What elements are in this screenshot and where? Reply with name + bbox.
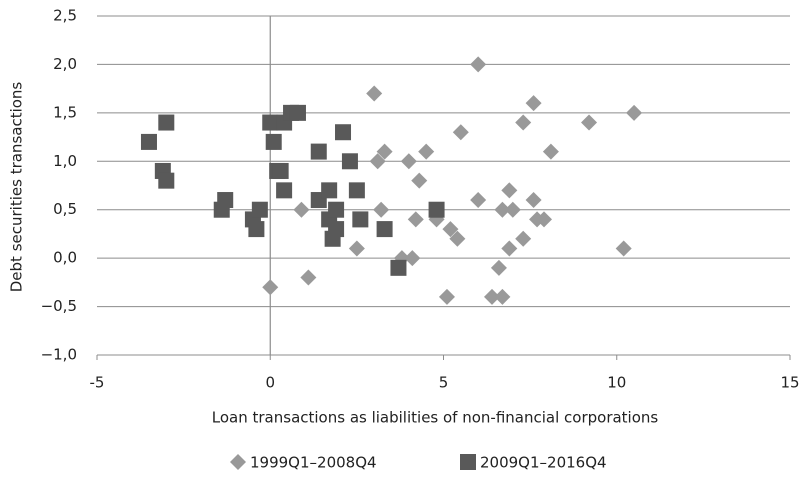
point — [400, 153, 417, 170]
point — [140, 133, 157, 150]
point — [515, 114, 532, 131]
point — [404, 250, 421, 267]
point — [407, 211, 424, 228]
point — [158, 114, 175, 131]
y-tick-label: 1,0 — [53, 152, 77, 170]
point — [484, 288, 501, 305]
point — [293, 201, 310, 218]
point — [525, 192, 542, 209]
y-tick-label: 2,5 — [53, 7, 77, 25]
y-tick-label: 2,0 — [53, 55, 77, 73]
y-axis-label: Debt securities transactions — [8, 82, 26, 293]
point — [276, 182, 293, 199]
y-tick-label: 0,5 — [53, 200, 77, 218]
point — [501, 240, 518, 257]
point — [310, 143, 327, 160]
point — [452, 124, 469, 141]
point — [328, 201, 345, 218]
point — [525, 95, 542, 112]
point — [626, 104, 643, 121]
point — [373, 201, 390, 218]
x-tick-label: 15 — [780, 374, 799, 392]
x-axis-label: Loan transactions as liabilities of non-… — [212, 409, 659, 427]
point — [265, 133, 282, 150]
point — [376, 221, 393, 238]
point — [324, 230, 341, 247]
point — [535, 211, 552, 228]
legend-label: 1999Q1–2008Q4 — [250, 454, 377, 472]
point — [515, 230, 532, 247]
point — [449, 230, 466, 247]
legend-swatch — [460, 454, 476, 470]
point — [272, 162, 289, 179]
point — [504, 201, 521, 218]
point — [348, 182, 365, 199]
point — [248, 221, 265, 238]
point — [335, 124, 352, 141]
point — [470, 56, 487, 73]
point — [428, 201, 445, 218]
point — [348, 240, 365, 257]
point — [494, 288, 511, 305]
y-tick-label: −0,5 — [41, 297, 77, 315]
x-tick-label: 10 — [607, 374, 626, 392]
legend-label: 2009Q1–2016Q4 — [480, 454, 607, 472]
x-tick-label: 0 — [265, 374, 275, 392]
point — [490, 259, 507, 276]
point — [262, 114, 279, 131]
y-tick-label: 1,5 — [53, 103, 77, 121]
point — [289, 104, 306, 121]
point — [341, 153, 358, 170]
point — [262, 279, 279, 296]
point — [470, 192, 487, 209]
point — [438, 288, 455, 305]
point — [581, 114, 598, 131]
point — [369, 153, 386, 170]
point — [442, 221, 459, 238]
x-tick-label: 5 — [439, 374, 449, 392]
y-tick-label: −1,0 — [41, 346, 77, 364]
point — [494, 201, 511, 218]
point — [366, 85, 383, 102]
legend-swatch — [230, 454, 246, 470]
point — [376, 143, 393, 160]
point — [418, 143, 435, 160]
y-tick-label: 0,0 — [53, 249, 77, 267]
point — [411, 172, 428, 189]
point — [501, 182, 518, 199]
point — [321, 182, 338, 199]
point — [615, 240, 632, 257]
point — [542, 143, 559, 160]
x-tick-label: -5 — [90, 374, 105, 392]
point — [158, 172, 175, 189]
point — [390, 259, 407, 276]
point — [352, 211, 369, 228]
point — [251, 201, 268, 218]
point — [213, 201, 230, 218]
point — [300, 269, 317, 286]
